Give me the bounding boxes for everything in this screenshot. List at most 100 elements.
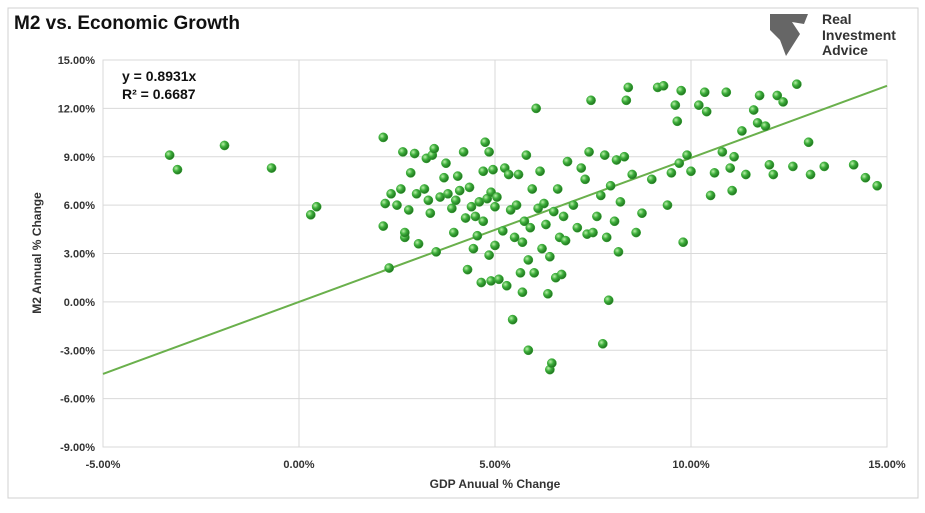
point: [478, 216, 489, 227]
trendline: [102, 84, 888, 375]
point: [219, 140, 230, 151]
point: [452, 171, 463, 181]
point: [572, 222, 583, 233]
point: [403, 205, 414, 215]
point: [709, 168, 720, 178]
point: [503, 169, 514, 180]
point: [805, 169, 816, 180]
point: [472, 230, 483, 241]
y-tick-label: 15.00%: [58, 55, 96, 67]
trend-equation: y = 0.8931x: [122, 68, 197, 84]
point: [399, 227, 410, 238]
y-tick-label: 0.00%: [64, 297, 95, 309]
point: [311, 201, 322, 212]
y-tick-label: 9.00%: [64, 152, 95, 164]
point: [511, 200, 522, 210]
point: [484, 147, 494, 157]
point: [386, 188, 396, 199]
point: [535, 166, 545, 177]
point: [588, 227, 598, 238]
point: [595, 190, 606, 201]
point: [441, 158, 451, 169]
point: [266, 163, 277, 173]
y-tick-label: 3.00%: [64, 249, 95, 261]
point: [164, 150, 175, 160]
point: [478, 166, 489, 177]
point: [605, 180, 616, 191]
point: [413, 238, 424, 249]
point: [460, 213, 471, 223]
point: [431, 247, 442, 257]
point: [764, 159, 775, 170]
point: [172, 164, 183, 175]
logo-text: Real: [822, 11, 852, 27]
point: [480, 137, 491, 148]
point: [727, 185, 738, 196]
y-tick-label: -6.00%: [60, 394, 95, 406]
x-tick-label: 5.00%: [479, 459, 510, 471]
point: [492, 192, 502, 202]
point: [513, 169, 524, 180]
point: [509, 232, 520, 243]
point: [523, 345, 534, 356]
point: [488, 164, 498, 175]
point: [546, 358, 557, 368]
point: [788, 161, 798, 172]
point: [447, 203, 457, 214]
point: [717, 147, 728, 157]
point: [454, 185, 465, 196]
point: [398, 147, 408, 157]
point: [772, 90, 783, 101]
point: [380, 198, 391, 209]
point: [592, 211, 602, 222]
point: [556, 269, 567, 280]
point: [670, 100, 681, 111]
point: [562, 156, 573, 167]
logo-text: Advice: [822, 42, 868, 58]
point: [396, 184, 406, 194]
point: [405, 168, 416, 178]
point: [682, 150, 692, 160]
logo: Real Investment Advice: [770, 11, 896, 58]
point: [725, 163, 736, 173]
point: [486, 276, 496, 286]
point: [609, 216, 620, 227]
y-tick-label: 12.00%: [58, 103, 96, 115]
point: [768, 169, 779, 180]
point: [737, 126, 747, 136]
r-squared: R² = 0.6687: [122, 86, 196, 102]
point: [543, 288, 553, 299]
point: [519, 216, 530, 227]
point: [464, 182, 475, 193]
point: [705, 190, 716, 201]
logo-text: Investment: [822, 27, 896, 43]
point: [599, 150, 610, 160]
x-tick-label: 15.00%: [868, 459, 906, 471]
point: [686, 166, 696, 177]
point: [693, 100, 704, 111]
point: [741, 169, 751, 180]
point: [848, 159, 859, 170]
point: [568, 200, 579, 210]
point: [384, 263, 395, 273]
point: [523, 255, 534, 265]
point: [597, 338, 608, 349]
point: [584, 147, 594, 157]
point: [392, 200, 402, 210]
point: [658, 80, 669, 91]
point: [613, 247, 624, 257]
point: [721, 87, 732, 98]
point: [548, 206, 559, 217]
chart-title: M2 vs. Economic Growth: [14, 13, 240, 34]
y-tick-label: -9.00%: [60, 442, 95, 454]
point: [623, 82, 634, 93]
y-tick-label: 6.00%: [64, 200, 95, 212]
point: [521, 150, 532, 160]
point: [778, 97, 788, 107]
point: [484, 250, 494, 260]
point: [468, 243, 479, 254]
point: [615, 197, 626, 207]
point: [666, 168, 677, 178]
point: [678, 237, 689, 248]
